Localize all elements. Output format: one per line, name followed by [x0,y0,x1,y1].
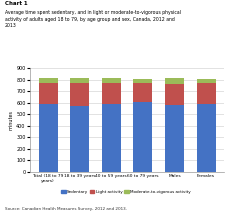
Bar [102,82,121,104]
Text: Average time spent sedentary, and in light or moderate-to-vigorous physical
acti: Average time spent sedentary, and in lig… [5,10,180,28]
Bar [197,104,215,172]
Bar [102,78,121,82]
Bar [39,82,57,104]
Bar [70,83,89,106]
Bar [70,106,89,172]
Bar [134,102,152,172]
Bar [165,78,184,84]
Bar [165,105,184,172]
Bar [165,84,184,105]
Y-axis label: minutes: minutes [8,110,14,130]
Bar [134,79,152,83]
Bar [70,78,89,83]
Bar [197,79,215,82]
Bar [197,82,215,104]
Bar [134,83,152,102]
Text: Chart 1: Chart 1 [5,1,27,6]
Bar [39,78,57,82]
Legend: Sedentary, Light activity, Moderate-to-vigorous activity: Sedentary, Light activity, Moderate-to-v… [60,189,192,196]
Bar [39,104,57,172]
Text: Source: Canadian Health Measures Survey, 2012 and 2013.: Source: Canadian Health Measures Survey,… [5,207,127,211]
Bar [102,104,121,172]
